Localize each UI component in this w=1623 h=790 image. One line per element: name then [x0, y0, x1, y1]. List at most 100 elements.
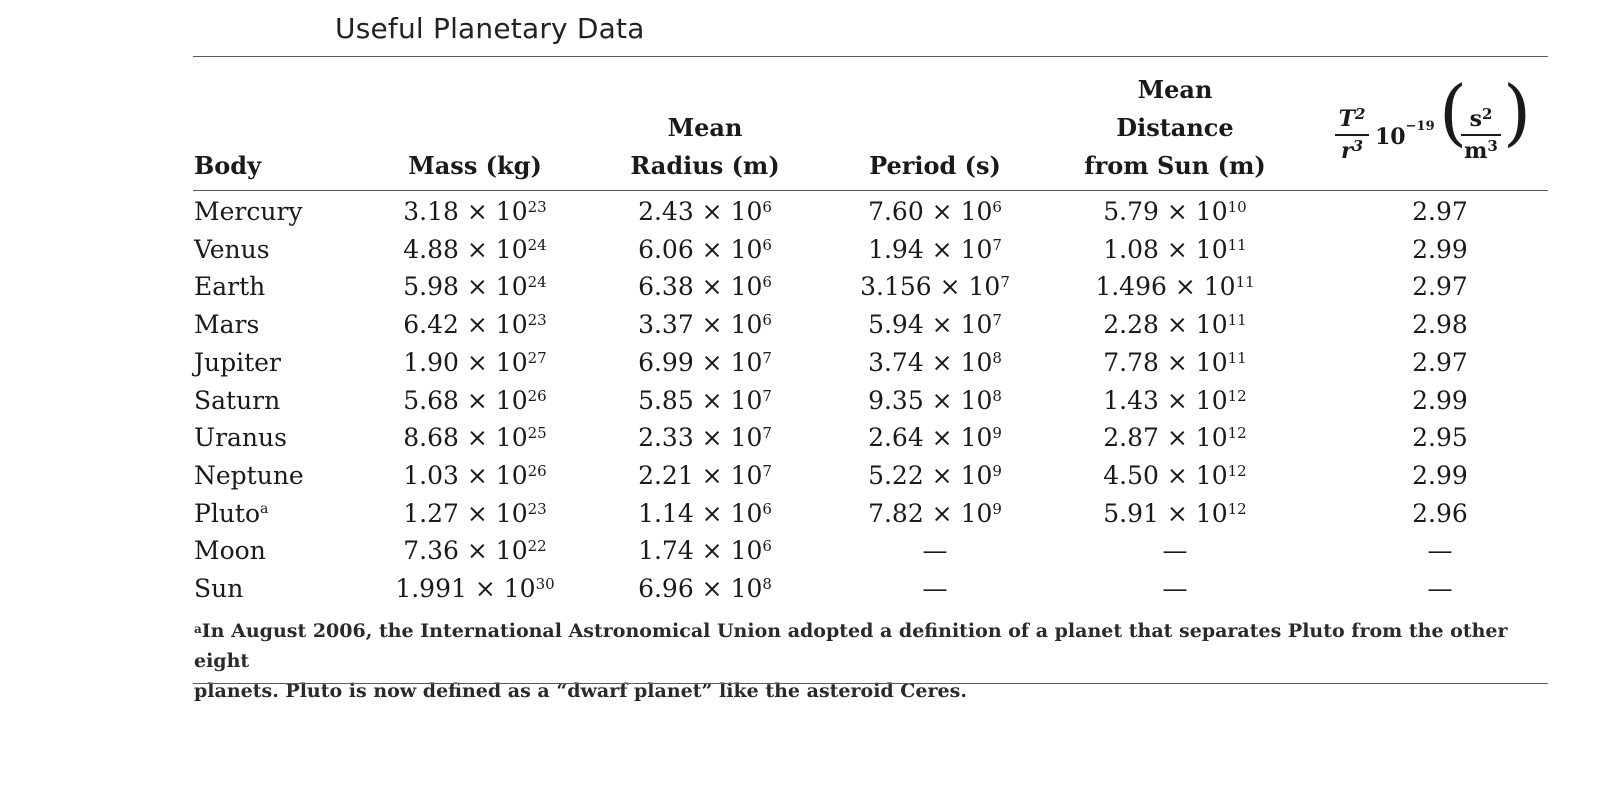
cell-distance: 7.78 × 1011 [1103, 348, 1247, 377]
footnote-text-line1: In August 2006, the International Astron… [194, 620, 1508, 672]
cell-body: Saturn [194, 386, 281, 415]
header-body-label: Body [194, 151, 262, 180]
ratio-numerator: T2 [1338, 105, 1366, 132]
cell-mass: 1.27 × 1023 [403, 499, 547, 528]
cell-mass: 1.90 × 1027 [403, 348, 547, 377]
cell-body: Uranus [194, 423, 287, 452]
cell-body: Sun [194, 574, 244, 603]
cell-ratio: 2.97 [1412, 197, 1468, 226]
cell-period: — [922, 536, 948, 565]
footnote-marker: a [260, 501, 269, 517]
cell-ratio: 2.98 [1412, 310, 1468, 339]
cell-mass: 1.991 × 1030 [395, 574, 555, 603]
cell-ratio: 2.97 [1412, 348, 1468, 377]
footnote-line1: aIn August 2006, the International Astro… [194, 616, 1554, 676]
cell-mass: 1.03 × 1026 [403, 461, 547, 490]
header-mass-label: Mass (kg) [408, 151, 542, 180]
cell-radius: 1.74 × 106 [638, 536, 772, 565]
cell-radius: 1.14 × 106 [638, 499, 772, 528]
cell-ratio: 2.99 [1412, 235, 1468, 264]
cell-body: Mars [194, 310, 260, 339]
cell-ratio: 2.95 [1412, 423, 1468, 452]
cell-distance: — [1162, 574, 1188, 603]
cell-radius: 6.06 × 106 [638, 235, 772, 264]
cell-distance: 1.08 × 1011 [1103, 235, 1247, 264]
unit-fraction: s2 m3 [1461, 105, 1501, 164]
cell-mass: 6.42 × 1023 [403, 310, 547, 339]
header-period: Period (s) [835, 147, 1035, 185]
cell-body: Venus [194, 235, 270, 264]
cell-distance: 1.43 × 1012 [1103, 386, 1247, 415]
cell-radius: 2.21 × 107 [638, 461, 772, 490]
cell-radius: 3.37 × 106 [638, 310, 772, 339]
cell-ratio: — [1427, 536, 1453, 565]
cell-radius: 6.96 × 108 [638, 574, 772, 603]
cell-period: 2.64 × 109 [868, 423, 1002, 452]
cell-radius: 6.38 × 106 [638, 272, 772, 301]
cell-body: Earth [194, 272, 266, 301]
cell-mass: 8.68 × 1025 [403, 423, 547, 452]
header-radius: Mean Radius (m) [605, 109, 805, 185]
cell-radius: 6.99 × 107 [638, 348, 772, 377]
ratio-factor: 10−19 [1375, 119, 1435, 150]
cell-period: 7.82 × 109 [868, 499, 1002, 528]
unit-numerator: s2 [1469, 105, 1493, 132]
cell-distance: — [1162, 536, 1188, 565]
ratio-fraction: T2 r3 [1335, 105, 1369, 164]
unit-fraction-bar [1461, 134, 1501, 136]
header-body: Body [194, 147, 261, 185]
cell-period: — [922, 574, 948, 603]
cell-mass: 5.68 × 1026 [403, 386, 547, 415]
header-distance: Mean Distance from Sun (m) [1065, 71, 1285, 185]
cell-ratio: 2.99 [1412, 461, 1468, 490]
footnote-text-line2: planets. Pluto is now defined as a “dwar… [194, 680, 967, 702]
header-radius-line1: Mean [667, 113, 743, 142]
header-mass: Mass (kg) [375, 147, 575, 185]
cell-period: 5.94 × 107 [868, 310, 1002, 339]
cell-period: 3.74 × 108 [868, 348, 1002, 377]
cell-ratio: 2.97 [1412, 272, 1468, 301]
header-period-label: Period (s) [869, 151, 1001, 180]
cell-distance: 2.28 × 1011 [1103, 310, 1247, 339]
header-distance-line2: Distance [1116, 113, 1234, 142]
cell-body: Moon [194, 536, 266, 565]
cell-ratio: 2.96 [1412, 499, 1468, 528]
header-distance-line3: from Sun (m) [1084, 151, 1266, 180]
cell-body: Plutoa [194, 499, 269, 528]
cell-period: 9.35 × 108 [868, 386, 1002, 415]
cell-ratio: 2.99 [1412, 386, 1468, 415]
footnote-marker: a [194, 622, 202, 636]
unit-denominator: m3 [1464, 137, 1498, 164]
header-ratio-formula: T2 r3 10−19 ( s2 m3 ) [1335, 76, 1550, 192]
left-paren: ( [1439, 70, 1468, 154]
cell-mass: 7.36 × 1022 [403, 536, 547, 565]
cell-mass: 4.88 × 1024 [403, 235, 547, 264]
page-title: Useful Planetary Data [335, 12, 645, 45]
cell-body: Mercury [194, 197, 303, 226]
cell-mass: 3.18 × 1023 [403, 197, 547, 226]
top-rule [193, 56, 1548, 57]
cell-body: Neptune [194, 461, 304, 490]
cell-ratio: — [1427, 574, 1453, 603]
header-distance-line1: Mean [1137, 75, 1213, 104]
cell-radius: 2.43 × 106 [638, 197, 772, 226]
ratio-denominator: r3 [1340, 137, 1364, 164]
cell-period: 5.22 × 109 [868, 461, 1002, 490]
cell-period: 1.94 × 107 [868, 235, 1002, 264]
cell-body: Jupiter [194, 348, 281, 377]
bottom-rule [193, 683, 1548, 684]
cell-period: 7.60 × 106 [868, 197, 1002, 226]
header-rule [193, 190, 1548, 191]
cell-period: 3.156 × 107 [860, 272, 1010, 301]
right-paren: ) [1503, 70, 1532, 154]
cell-radius: 2.33 × 107 [638, 423, 772, 452]
ratio-fraction-bar [1335, 134, 1369, 136]
cell-distance: 1.496 × 1011 [1095, 272, 1255, 301]
header-radius-line2: Radius (m) [630, 151, 780, 180]
cell-distance: 5.91 × 1012 [1103, 499, 1247, 528]
cell-distance: 4.50 × 1012 [1103, 461, 1247, 490]
cell-distance: 5.79 × 1010 [1103, 197, 1247, 226]
footnote: aIn August 2006, the International Astro… [194, 616, 1554, 706]
cell-radius: 5.85 × 107 [638, 386, 772, 415]
